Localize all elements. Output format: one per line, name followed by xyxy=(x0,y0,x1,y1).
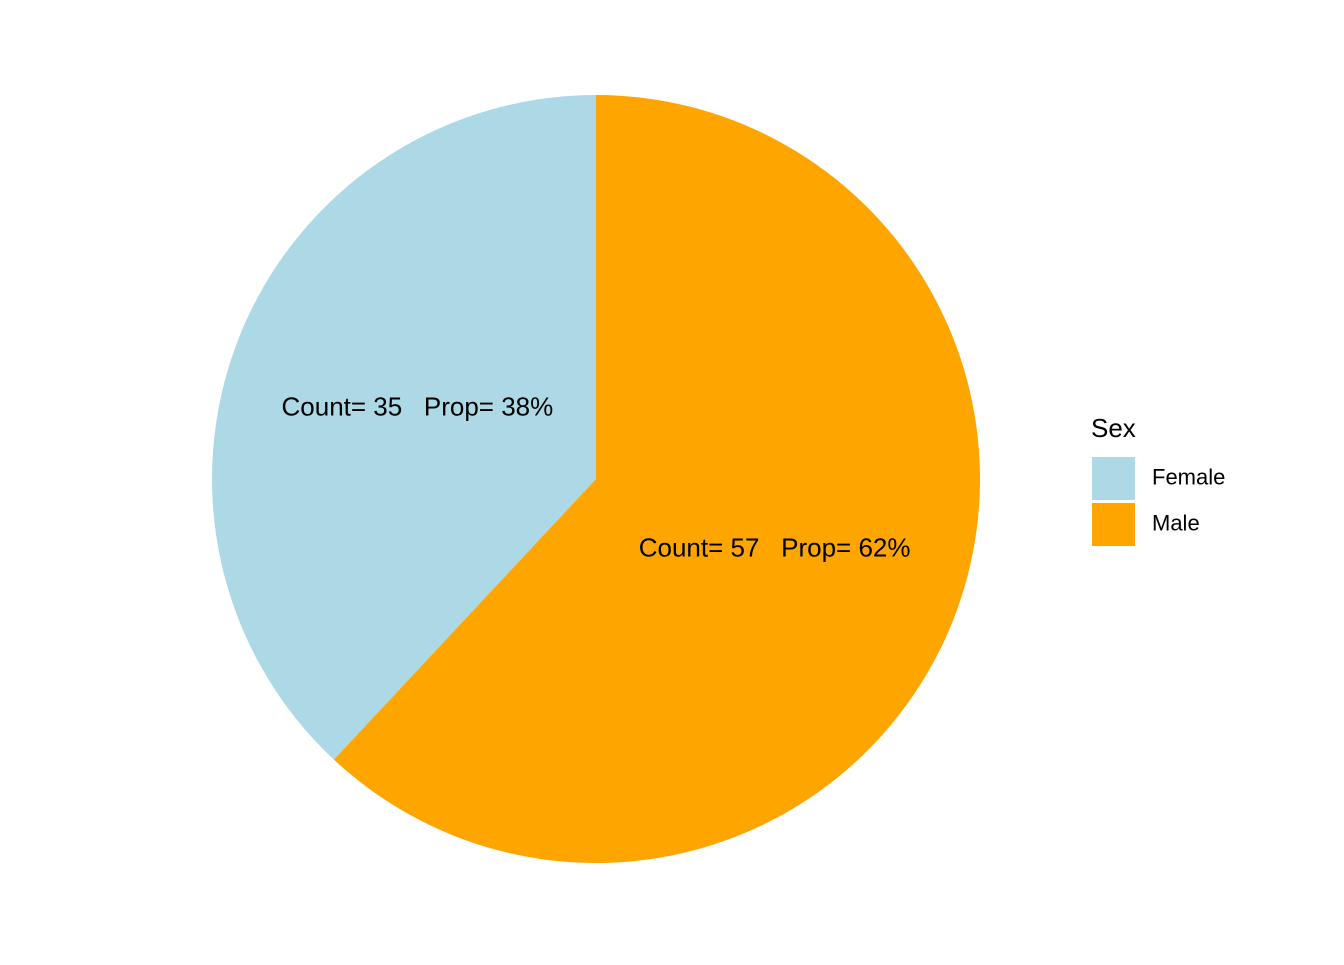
slice-label-female: Count= 35 Prop= 38% xyxy=(282,391,554,421)
legend: Sex Female Male xyxy=(1091,413,1225,546)
pie-labels: Count= 35 Prop= 38% Count= 57 Prop= 62% xyxy=(282,391,911,562)
legend-label-female: Female xyxy=(1152,464,1225,489)
legend-items: Female Male xyxy=(1092,457,1225,546)
pie-slices xyxy=(212,95,981,864)
pie-slice-female xyxy=(212,95,596,760)
legend-key-female xyxy=(1092,457,1135,500)
legend-key-male xyxy=(1092,503,1135,546)
legend-label-male: Male xyxy=(1152,510,1200,535)
slice-label-male: Count= 57 Prop= 62% xyxy=(639,532,911,562)
legend-title: Sex xyxy=(1091,413,1136,443)
pie-slice-male xyxy=(333,95,981,864)
